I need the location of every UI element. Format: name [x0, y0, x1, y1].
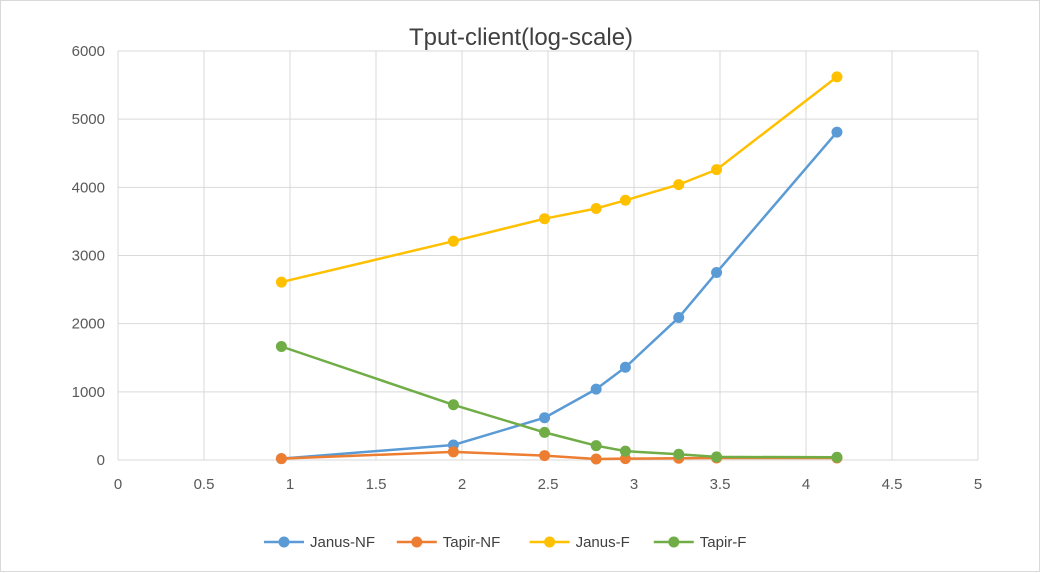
data-point — [275, 453, 287, 465]
data-point — [590, 440, 602, 452]
data-point — [275, 276, 287, 288]
series-line — [281, 75, 838, 284]
data-point — [447, 399, 459, 411]
data-point — [539, 412, 551, 424]
series-layer — [275, 71, 843, 465]
y-tick-label: 4000 — [72, 179, 105, 196]
data-point — [711, 164, 723, 176]
series-tapir-f — [275, 341, 843, 463]
data-point — [275, 341, 287, 353]
x-tick-label: 0 — [114, 476, 122, 493]
legend-item: Janus-F — [529, 534, 630, 551]
tick-layer: 0 0.5 1 1.5 2 2.5 3 3.5 4 4.5 5 0 1000 2000 3000 4000 50… — [72, 43, 983, 493]
chart-title: Tput-client(log-scale) — [409, 24, 633, 51]
legend-label: Janus-NF — [310, 534, 375, 551]
series-line — [280, 345, 837, 459]
x-tick-label: 1 — [286, 476, 294, 493]
x-tick-label: 3 — [630, 476, 638, 493]
legend-label: Tapir-NF — [443, 534, 501, 551]
x-tick-label: 4.5 — [882, 476, 903, 493]
data-point — [831, 451, 843, 463]
data-point — [619, 361, 631, 373]
legend-swatch-marker — [668, 536, 680, 548]
legend-swatch-marker — [544, 536, 556, 548]
y-tick-label: 3000 — [72, 248, 105, 265]
data-point — [619, 445, 631, 457]
y-tick-label: 2000 — [72, 316, 105, 333]
legend-swatch-marker — [411, 536, 423, 548]
data-point — [673, 312, 685, 324]
x-tick-label: 1.5 — [366, 476, 387, 493]
data-point — [539, 213, 551, 225]
legend-label: Janus-F — [576, 534, 630, 551]
data-point — [831, 126, 843, 138]
data-point — [673, 448, 685, 460]
legend-label: Tapir-F — [700, 534, 747, 551]
x-tick-label: 5 — [974, 476, 982, 493]
data-point — [831, 71, 843, 83]
legend-item: Tapir-F — [653, 534, 747, 551]
series-line — [281, 131, 838, 460]
legend-swatch-marker — [278, 536, 290, 548]
grid-layer — [117, 50, 979, 461]
data-point — [447, 235, 459, 247]
legend-item: Janus-NF — [264, 534, 375, 551]
data-point — [711, 451, 723, 463]
x-tick-label: 4 — [802, 476, 810, 493]
legend: Janus-NF Tapir-NF Janus-F Tapir-F — [264, 534, 746, 551]
data-point — [590, 383, 602, 395]
y-tick-label: 0 — [97, 452, 105, 469]
x-tick-label: 2 — [458, 476, 466, 493]
series-line — [281, 450, 837, 461]
series-tapir-nf — [275, 446, 843, 465]
data-point — [539, 426, 551, 438]
x-tick-label: 3.5 — [710, 476, 731, 493]
data-point — [590, 453, 602, 465]
y-tick-label: 1000 — [72, 384, 105, 401]
x-tick-label: 2.5 — [538, 476, 559, 493]
series-janus-nf — [275, 126, 843, 465]
data-point — [711, 267, 723, 279]
data-point — [590, 202, 602, 214]
data-point — [539, 450, 551, 462]
y-tick-label: 6000 — [72, 43, 105, 60]
data-point — [447, 446, 459, 458]
y-tick-label: 5000 — [72, 111, 105, 128]
series-janus-f — [275, 71, 843, 288]
legend-item: Tapir-NF — [396, 534, 501, 551]
x-tick-label: 0.5 — [194, 476, 215, 493]
data-point — [673, 179, 685, 191]
data-point — [619, 194, 631, 206]
